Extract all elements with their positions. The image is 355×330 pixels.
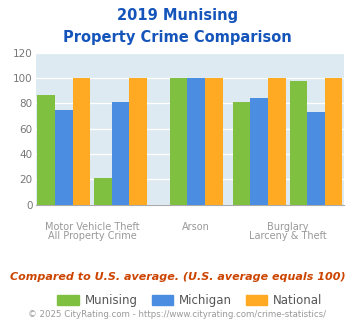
Bar bbox=[250, 98, 268, 205]
Text: Property Crime Comparison: Property Crime Comparison bbox=[63, 30, 292, 45]
Bar bbox=[187, 78, 205, 205]
Text: Compared to U.S. average. (U.S. average equals 100): Compared to U.S. average. (U.S. average … bbox=[10, 272, 345, 282]
Bar bbox=[233, 102, 250, 205]
Text: Arson: Arson bbox=[182, 222, 210, 232]
Text: Larceny & Theft: Larceny & Theft bbox=[249, 231, 327, 241]
Bar bbox=[307, 112, 325, 205]
Text: All Property Crime: All Property Crime bbox=[48, 231, 137, 241]
Text: 2019 Munising: 2019 Munising bbox=[117, 8, 238, 23]
Bar bbox=[55, 110, 73, 205]
Bar bbox=[112, 102, 130, 205]
Bar bbox=[290, 81, 307, 205]
Bar bbox=[94, 178, 112, 205]
Bar bbox=[170, 78, 187, 205]
Bar bbox=[37, 94, 55, 205]
Bar bbox=[268, 78, 286, 205]
Bar bbox=[130, 78, 147, 205]
Text: Motor Vehicle Theft: Motor Vehicle Theft bbox=[45, 222, 140, 232]
Text: Burglary: Burglary bbox=[267, 222, 308, 232]
Legend: Munising, Michigan, National: Munising, Michigan, National bbox=[53, 289, 327, 312]
Text: © 2025 CityRating.com - https://www.cityrating.com/crime-statistics/: © 2025 CityRating.com - https://www.city… bbox=[28, 310, 327, 319]
Bar bbox=[205, 78, 223, 205]
Bar bbox=[73, 78, 90, 205]
Bar bbox=[325, 78, 343, 205]
